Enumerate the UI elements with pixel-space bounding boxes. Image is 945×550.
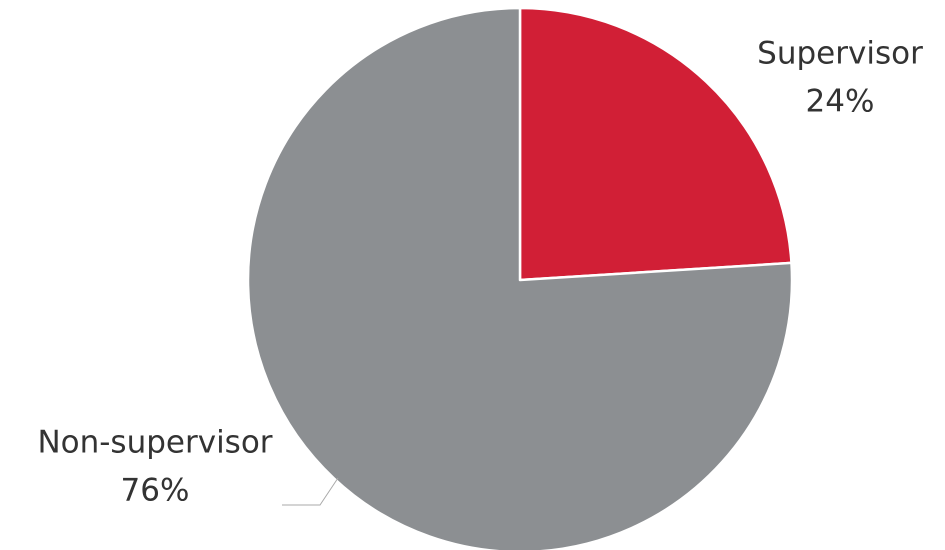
pie	[246, 6, 794, 550]
pie-slice	[246, 6, 794, 550]
slice-value-label: 24%	[806, 84, 875, 120]
leader-line	[282, 477, 339, 506]
pie-slice	[518, 6, 793, 282]
slice-value-label: 76%	[121, 473, 190, 509]
slice-label: Supervisor	[757, 36, 923, 72]
slice-label: Non-supervisor	[37, 425, 272, 461]
